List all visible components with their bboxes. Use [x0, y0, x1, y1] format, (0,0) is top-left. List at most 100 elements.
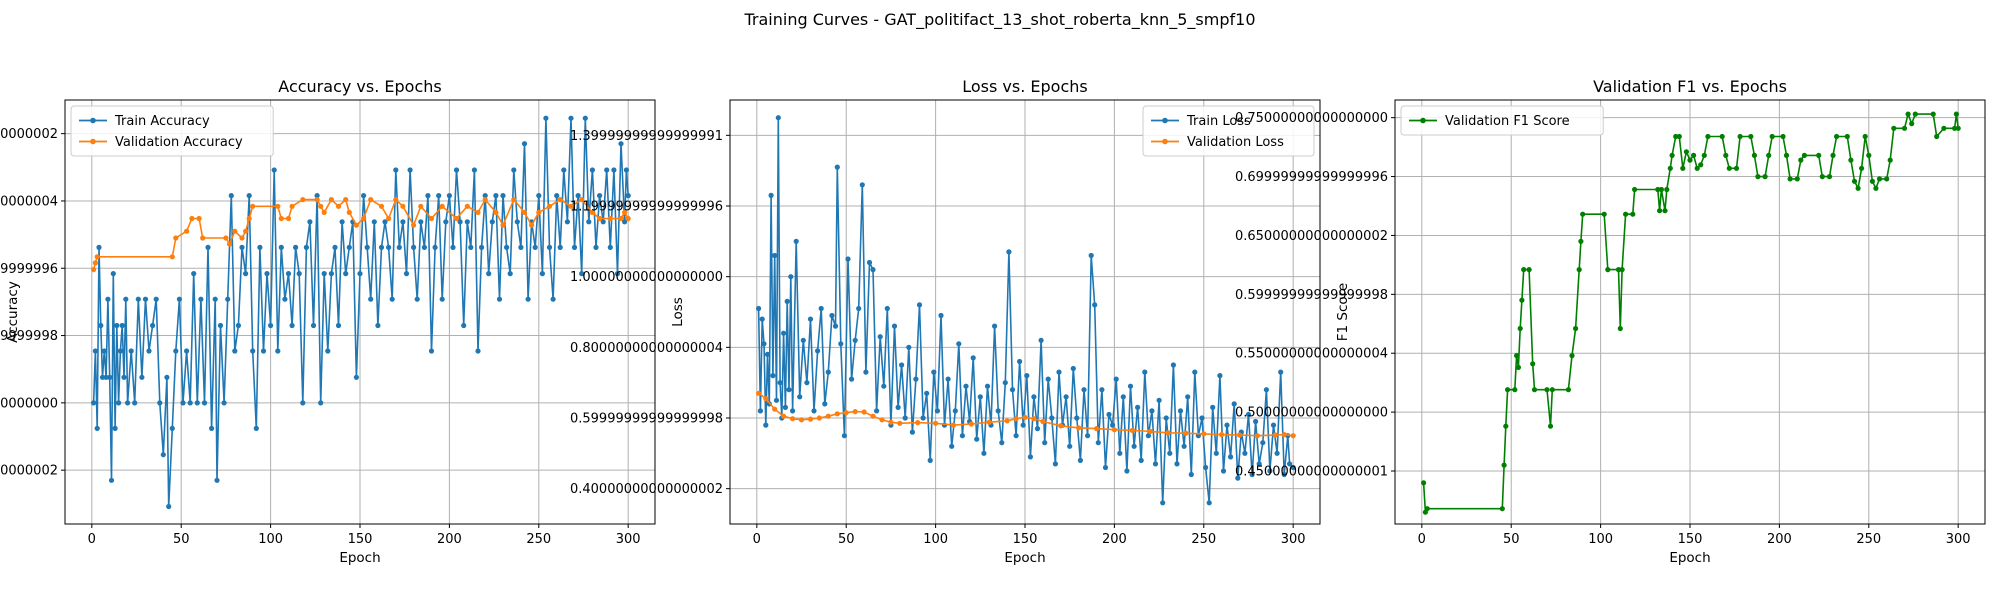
loss-series-0-point — [891, 323, 898, 329]
f1-series-0-point — [1705, 133, 1711, 140]
loss-series-0-point — [924, 390, 930, 396]
f1-series-0-point — [1655, 186, 1661, 193]
loss-series-0-point — [829, 312, 835, 319]
accuracy-series-1-point — [335, 203, 342, 209]
loss-series-0-point — [1006, 249, 1012, 255]
accuracy-series-1-point — [289, 203, 295, 209]
f1-series-0-point — [1578, 238, 1584, 244]
accuracy-series-0-point — [389, 296, 395, 302]
accuracy-series-0-point — [425, 193, 431, 199]
accuracy-series-0-point — [471, 167, 477, 173]
accuracy-series-0-point — [418, 219, 424, 225]
accuracy-series-0-point — [169, 425, 175, 431]
accuracy-series-0-point — [353, 374, 359, 380]
accuracy-series-0-point — [386, 244, 392, 250]
accuracy-series-1-point — [223, 235, 229, 241]
f1-series-0-point — [1698, 162, 1704, 168]
loss-series-0-point — [777, 380, 783, 386]
accuracy-series-0-point — [303, 244, 309, 250]
loss-series-0-point — [999, 440, 1005, 446]
loss-series-0-point — [1117, 450, 1123, 456]
loss-series-0-point — [1149, 408, 1155, 414]
accuracy-series-0-point — [123, 296, 129, 302]
f1-series-0-point — [1565, 387, 1571, 393]
loss-x-axis-label: Epoch — [1004, 550, 1045, 566]
accuracy-series-0-point — [432, 244, 438, 250]
accuracy-series-0-point — [300, 400, 306, 406]
accuracy-series-0-point — [194, 400, 200, 406]
accuracy-series-1-point — [343, 197, 349, 203]
loss-series-1-point — [1165, 430, 1171, 436]
f1-series-0-point — [1505, 387, 1511, 393]
loss-series-0-point — [790, 408, 796, 414]
loss-series-0-point — [863, 369, 869, 375]
loss-series-0-point — [1231, 401, 1237, 407]
loss-series-0-point — [784, 298, 790, 304]
loss-series-0-point — [895, 404, 901, 410]
loss-series-0-point — [1135, 404, 1141, 410]
accuracy-series-0-point — [257, 244, 263, 250]
accuracy-x-tick-label: 0 — [88, 532, 96, 547]
loss-series-0-point — [759, 316, 765, 322]
f1-series-0-point — [1503, 423, 1509, 429]
f1-series-0-point — [1737, 133, 1743, 140]
loss-series-1-point — [879, 417, 885, 423]
accuracy-y-tick-label: 0.69999999999999996 — [0, 262, 58, 277]
loss-series-0-point — [1228, 454, 1234, 460]
f1-y-tick-label: 0.50000000000000000 — [1235, 406, 1388, 421]
accuracy-series-1-point — [622, 209, 628, 215]
accuracy-series-0-point — [518, 244, 524, 250]
loss-series-1-point — [1129, 427, 1135, 433]
loss-series-0-point — [761, 341, 767, 347]
f1-series-0-point — [1662, 208, 1668, 214]
f1-series-0-point — [1934, 133, 1940, 140]
loss-series-0-point — [1045, 376, 1051, 382]
accuracy-y-tick-label: 0.59999999999999998 — [0, 329, 58, 344]
accuracy-series-0-point — [532, 244, 538, 250]
accuracy-series-1-point — [618, 215, 624, 222]
f1-y-tick-label: 0.65000000000000002 — [1235, 229, 1388, 244]
accuracy-series-0-point — [310, 322, 317, 329]
accuracy-x-tick-label: 200 — [437, 532, 462, 547]
loss-series-0-point — [1120, 394, 1126, 400]
f1-series-0-point — [1530, 361, 1536, 367]
accuracy-series-0-point — [225, 296, 231, 302]
loss-series-0-point — [756, 305, 762, 312]
accuracy-series-1-point — [368, 197, 374, 203]
accuracy-series-0-point — [253, 425, 259, 431]
loss-series-0-point — [1278, 369, 1284, 375]
loss-series-0-point — [793, 238, 799, 244]
accuracy-series-1 — [91, 197, 631, 273]
f1-y-tick-label: 0.69999999999999996 — [1235, 170, 1388, 185]
f1-series-0-point — [1615, 267, 1622, 273]
loss-series-0-point — [807, 316, 814, 322]
f1-legend-marker — [1420, 117, 1426, 124]
accuracy-series-1-point — [232, 228, 238, 234]
loss-series-0-point — [786, 387, 792, 393]
loss-series-0-point — [959, 433, 966, 439]
f1-x-tick-label: 50 — [1503, 532, 1520, 547]
f1-series-0-point — [1719, 133, 1725, 140]
accuracy-series-1-point — [439, 203, 445, 209]
loss-y-tick-label: 0.80000000000000004 — [570, 341, 723, 356]
accuracy-series-1-point — [300, 197, 306, 203]
accuracy-series-1-point — [493, 209, 499, 215]
loss-series-0-point — [1102, 464, 1109, 471]
accuracy-series-1-point — [589, 209, 596, 215]
accuracy-series-0-point — [98, 322, 104, 329]
accuracy-legend-marker — [90, 138, 96, 145]
f1-series-0-point — [1619, 267, 1625, 273]
accuracy-series-0-point — [332, 244, 338, 250]
loss-series-0-point — [1110, 422, 1116, 428]
accuracy-series-1-point — [597, 215, 603, 222]
f1-grid — [1395, 100, 1985, 524]
accuracy-series-0-point — [105, 296, 111, 302]
f1-series-0-point — [1876, 176, 1883, 182]
f1-x-tick-label: 100 — [1588, 532, 1613, 547]
loss-series-0-point — [781, 330, 787, 336]
loss-series-0-point — [763, 422, 769, 428]
accuracy-series-0-point — [479, 244, 485, 250]
loss-series-1-point — [1004, 418, 1010, 424]
loss-series-0-point — [877, 334, 883, 340]
loss-series-1-point — [1254, 433, 1260, 439]
